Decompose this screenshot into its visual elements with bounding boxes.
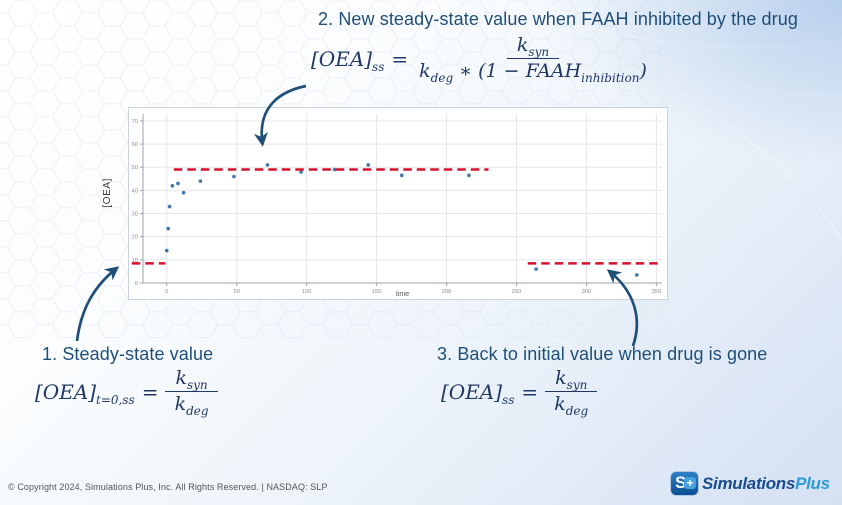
formula3-numerator: ksyn [545, 367, 598, 392]
svg-text:150: 150 [372, 289, 382, 295]
svg-text:250: 250 [512, 289, 522, 295]
formula3-fraction: ksyn kdeg [545, 367, 598, 418]
svg-text:0: 0 [165, 289, 168, 295]
formula2-equals: = [391, 46, 409, 71]
oea-time-scatter-chart: 0 10 20 30 40 50 60 70 0 50 100 150 200 250 300 350 time [128, 107, 668, 300]
step1-arrow [75, 266, 120, 342]
step2-formula: [OEA]ss = ksyn kdeg ∗ (1 − FAAHinhibitio… [311, 34, 651, 85]
step1-annotation-title: 1. Steady-state value [42, 344, 214, 364]
formula3-equals: = [521, 379, 539, 404]
chart-y-axis-title: [OEA] [102, 178, 113, 208]
formula2-fraction: ksyn kdeg ∗ (1 − FAAHinhibition) [415, 34, 651, 85]
formula1-fraction: ksyn kdeg [165, 367, 218, 418]
svg-text:50: 50 [234, 289, 240, 295]
formula1-numerator: ksyn [165, 367, 218, 392]
formula2-denominator: kdeg ∗ (1 − FAAHinhibition) [419, 59, 647, 85]
svg-text:200: 200 [442, 289, 452, 295]
formula2-numerator: ksyn [506, 34, 560, 59]
logo-wordmark: SimulationsPlus [702, 473, 830, 493]
svg-text:30: 30 [132, 212, 138, 218]
step3-formula: [OEA]ss = ksyn kdeg [441, 367, 598, 418]
svg-text:100: 100 [302, 289, 312, 295]
formula3-denominator: kdeg [554, 392, 589, 418]
step3-annotation-title: 3. Back to initial value when drug is go… [437, 344, 768, 364]
formula1-lhs: [OEA]t=0,ss [35, 379, 135, 407]
step2-annotation-title: 2. New steady-state value when FAAH inhi… [318, 9, 798, 29]
svg-text:70: 70 [132, 119, 138, 125]
svg-text:60: 60 [132, 142, 138, 148]
formula1-equals: = [141, 379, 159, 404]
svg-text:40: 40 [132, 188, 138, 194]
formula3-lhs: [OEA]ss [441, 379, 515, 407]
formula1-denominator: kdeg [174, 392, 209, 418]
svg-text:50: 50 [132, 165, 138, 171]
logo-plus-icon: + [684, 477, 696, 489]
svg-text:time: time [396, 291, 409, 298]
step1-formula: [OEA]t=0,ss = ksyn kdeg [35, 367, 218, 418]
copyright-text: © Copyright 2024, Simulations Plus, Inc.… [8, 482, 328, 492]
simulations-plus-logo: S + SimulationsPlus [671, 472, 830, 495]
formula2-lhs: [OEA]ss [311, 46, 385, 74]
svg-text:0: 0 [135, 281, 138, 287]
svg-text:350: 350 [652, 289, 662, 295]
svg-text:300: 300 [582, 289, 592, 295]
logo-s-plus-badge: S + [671, 472, 698, 495]
svg-text:20: 20 [132, 235, 138, 241]
